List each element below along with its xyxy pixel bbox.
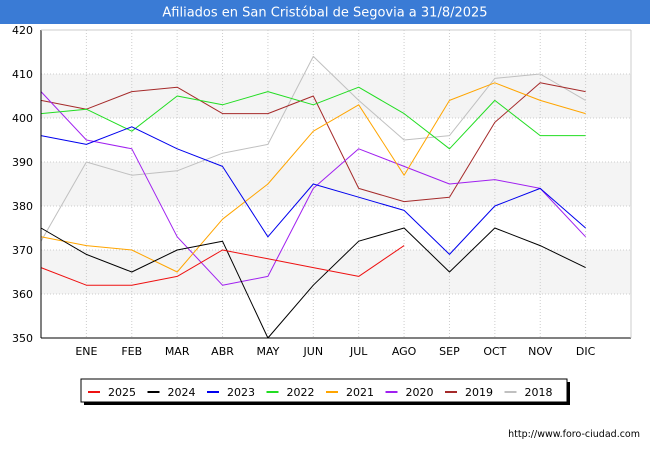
series-lines	[40, 55, 586, 339]
x-tick-sep: SEP	[439, 345, 460, 358]
legend-label-2018: 2018	[525, 386, 553, 399]
legend-label-2020: 2020	[406, 386, 434, 399]
chart-title: Afiliados en San Cristóbal de Segovia a …	[162, 6, 487, 21]
legend-label-2022: 2022	[287, 386, 315, 399]
x-tick-feb: FEB	[121, 345, 142, 358]
series-line-2018	[40, 55, 586, 242]
background-bands	[41, 74, 631, 294]
series-line-2024	[40, 227, 586, 339]
y-tick-410: 410	[12, 68, 33, 81]
y-tick-370: 370	[12, 244, 33, 257]
y-tick-420: 420	[12, 24, 33, 37]
legend: 2025 2024 2023 2022 2021 2020 2019 2018	[80, 378, 570, 405]
legend-label-2023: 2023	[227, 386, 255, 399]
x-tick-nov: NOV	[528, 345, 553, 358]
series-line-2020	[40, 91, 586, 286]
y-tick-390: 390	[12, 156, 33, 169]
x-tick-ago: AGO	[392, 345, 417, 358]
series-line-2025	[40, 245, 405, 286]
legend-box	[80, 378, 568, 403]
series-line-2019	[40, 82, 586, 203]
x-tick-jun: JUN	[303, 345, 324, 358]
band-380	[41, 162, 631, 206]
y-tick-400: 400	[12, 112, 33, 125]
watermark-url: http://www.foro-ciudad.com	[508, 429, 640, 440]
legend-items: 2025 2024 2023 2022 2021 2020 2019 2018	[88, 386, 553, 399]
series-line-2021	[40, 82, 586, 273]
y-tick-380: 380	[12, 200, 33, 213]
legend-label-2025: 2025	[108, 386, 136, 399]
legend-label-2019: 2019	[465, 386, 493, 399]
x-tick-may: MAY	[256, 345, 279, 358]
y-tick-360: 360	[12, 288, 33, 301]
x-tick-jul: JUL	[349, 345, 368, 358]
title-bar	[0, 0, 650, 24]
legend-label-2024: 2024	[168, 386, 196, 399]
x-tick-oct: OCT	[483, 345, 506, 358]
axes	[40, 29, 632, 339]
x-tick-abr: ABR	[211, 345, 234, 358]
y-tick-350: 350	[12, 332, 33, 345]
x-tick-labels: ENE FEB MAR ABR MAY JUN JUL AGO SEP OCT NOV DIC	[75, 345, 595, 358]
legend-label-2021: 2021	[346, 386, 374, 399]
y-tick-labels: 350 360 370 380 390 400 410 420	[12, 24, 33, 345]
x-tick-dic: DIC	[576, 345, 596, 358]
x-tick-ene: ENE	[75, 345, 97, 358]
series-line-2023	[40, 126, 586, 255]
series-line-2022	[40, 86, 586, 150]
x-tick-mar: MAR	[165, 345, 190, 358]
